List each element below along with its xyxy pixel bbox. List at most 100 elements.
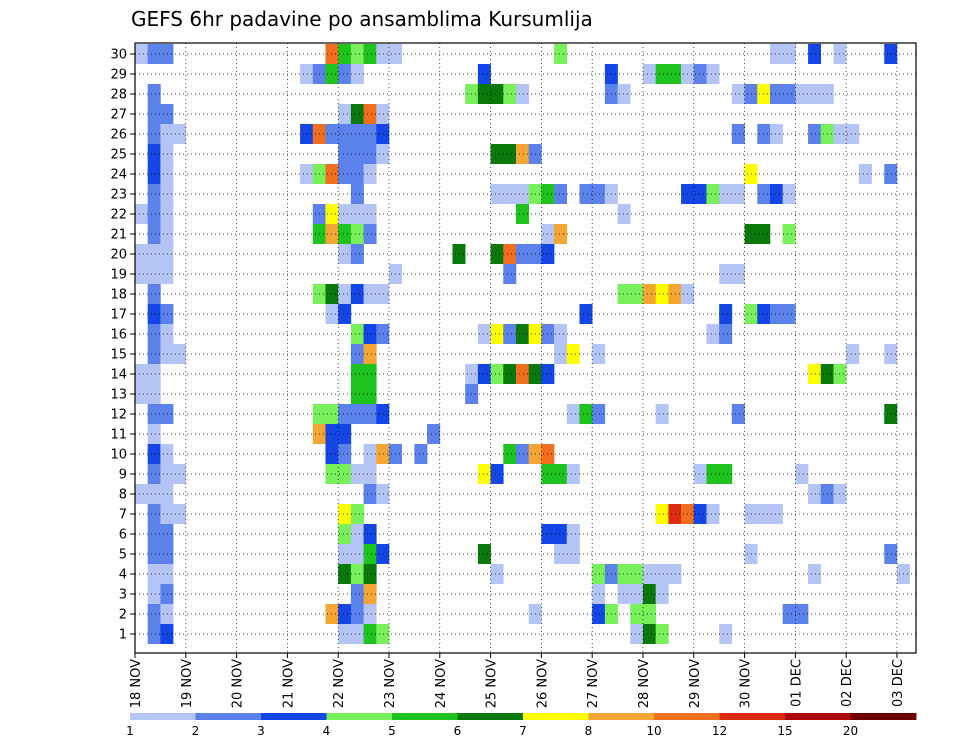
heatmap-cell — [135, 44, 148, 64]
heatmap-cell — [579, 304, 593, 324]
heatmap-cell — [350, 204, 364, 224]
colorbar-label: 20 — [843, 724, 858, 738]
heatmap-cell — [579, 404, 593, 424]
heatmap-cell — [617, 284, 631, 304]
y-tick-label: 19 — [110, 268, 127, 283]
heatmap-cell — [769, 504, 783, 524]
heatmap-cell — [642, 64, 656, 84]
heatmap-cell — [592, 404, 606, 424]
heatmap-cell — [350, 404, 364, 424]
heatmap-cells — [135, 44, 910, 644]
colorbar-label: 12 — [712, 724, 727, 738]
heatmap-cell — [503, 144, 517, 164]
heatmap-cell — [477, 464, 491, 484]
heatmap-cell — [769, 304, 783, 324]
heatmap-cell — [160, 584, 174, 604]
heatmap-cell — [490, 464, 504, 484]
y-tick-label: 29 — [110, 68, 127, 83]
heatmap-cell — [808, 84, 822, 104]
heatmap-cell — [147, 484, 161, 504]
plot-frame — [134, 42, 917, 654]
heatmap-cell — [706, 324, 720, 344]
heatmap-cell — [795, 604, 809, 624]
heatmap-cell — [617, 204, 631, 224]
x-tick-label: 29 NOV — [688, 659, 703, 708]
heatmap-cell — [554, 44, 568, 64]
heatmap-cell — [376, 544, 390, 564]
heatmap-cell — [769, 84, 783, 104]
x-tick-label: 03 DEC — [891, 659, 906, 707]
heatmap-cell — [503, 84, 517, 104]
colorbar-swatch — [785, 713, 851, 720]
heatmap-cell — [147, 604, 161, 624]
heatmap-cell — [642, 584, 656, 604]
heatmap-cell — [363, 524, 377, 544]
heatmap-cell — [490, 324, 504, 344]
heatmap-cell — [147, 44, 161, 64]
heatmap-cell — [363, 104, 377, 124]
heatmap-cell — [338, 544, 352, 564]
heatmap-cell — [795, 84, 809, 104]
heatmap-cell — [350, 184, 364, 204]
x-tick-label: 21 NOV — [281, 659, 296, 708]
heatmap-cell — [655, 404, 669, 424]
heatmap-cell — [363, 144, 377, 164]
heatmap-cell — [363, 284, 377, 304]
heatmap-cell — [592, 344, 606, 364]
heatmap-cell — [503, 184, 517, 204]
heatmap-cell — [655, 504, 669, 524]
heatmap-cell — [147, 264, 161, 284]
heatmap-cell — [515, 84, 529, 104]
heatmap-cell — [160, 264, 174, 284]
heatmap-cell — [350, 104, 364, 124]
heatmap-cell — [858, 164, 872, 184]
heatmap-cell — [160, 464, 174, 484]
heatmap-cell — [338, 164, 352, 184]
heatmap-cell — [338, 524, 352, 544]
heatmap-cell — [350, 624, 364, 644]
heatmap-cell — [515, 364, 529, 384]
heatmap-cell — [490, 84, 504, 104]
heatmap-cell — [554, 344, 568, 364]
heatmap-cell — [363, 544, 377, 564]
x-tick-label: 20 NOV — [231, 659, 246, 708]
heatmap-cell — [160, 544, 174, 564]
heatmap-cell — [338, 284, 352, 304]
y-tick-label: 3 — [119, 588, 127, 603]
heatmap-cell — [884, 44, 898, 64]
heatmap-cell — [160, 504, 174, 524]
heatmap-cell — [160, 104, 174, 124]
heatmap-cell — [668, 64, 682, 84]
heatmap-cell — [363, 584, 377, 604]
heatmap-cell — [719, 264, 733, 284]
heatmap-cell — [706, 64, 720, 84]
heatmap-cell — [363, 344, 377, 364]
heatmap-cell — [617, 84, 631, 104]
heatmap-cell — [350, 144, 364, 164]
heatmap-cell — [147, 324, 161, 344]
heatmap-cell — [147, 504, 161, 524]
y-tick-label: 25 — [110, 148, 127, 163]
heatmap-cell — [147, 524, 161, 544]
heatmap-cell — [160, 304, 174, 324]
heatmap-cell — [808, 484, 822, 504]
heatmap-cell — [338, 304, 352, 324]
heatmap-cell — [160, 484, 174, 504]
heatmap-cell — [338, 624, 352, 644]
heatmap-cell — [135, 484, 148, 504]
heatmap-cell — [350, 244, 364, 264]
heatmap-cell — [338, 244, 352, 264]
x-tick-label: 25 NOV — [485, 659, 500, 708]
heatmap-cell — [693, 504, 707, 524]
heatmap-cell — [147, 124, 161, 144]
heatmap-cell — [515, 244, 529, 264]
heatmap-cell — [515, 204, 529, 224]
heatmap-cell — [350, 64, 364, 84]
heatmap-cell — [338, 564, 352, 584]
colorbar-label: 4 — [323, 724, 331, 738]
heatmap-cell — [147, 424, 161, 444]
heatmap-cell — [490, 244, 504, 264]
heatmap-cell — [338, 224, 352, 244]
heatmap-cell — [693, 464, 707, 484]
heatmap-cell — [782, 604, 796, 624]
